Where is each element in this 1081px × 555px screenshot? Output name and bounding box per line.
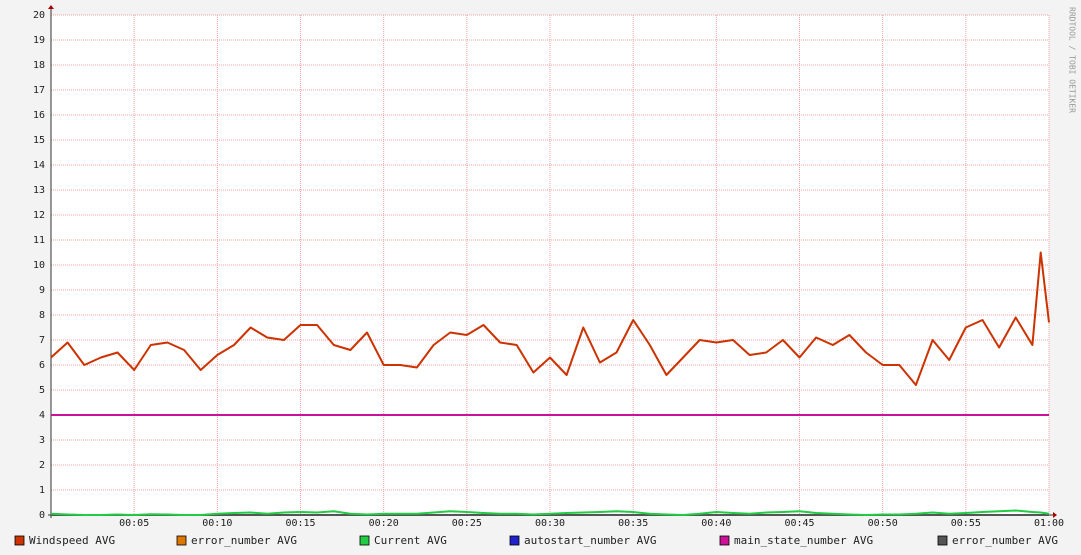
legend-label: error_number AVG [952,534,1058,547]
y-tick-label: 3 [39,435,45,446]
series-line [50,251,1050,386]
x-tick-label: 00:35 [618,518,648,529]
y-tick-label: 13 [33,185,45,196]
legend-label: main_state_number AVG [734,534,873,547]
y-tick-label: 18 [33,60,45,71]
y-tick-label: 20 [33,10,45,21]
x-tick-label: 00:55 [951,518,981,529]
y-tick-label: 2 [39,460,45,471]
x-tick-label: 00:45 [784,518,814,529]
y-tick-label: 12 [33,210,45,221]
legend-swatch [509,535,520,546]
legend-swatch [937,535,948,546]
y-tick-label: 15 [33,135,45,146]
y-tick-label: 17 [33,85,45,96]
axis-arrow [1053,512,1057,518]
x-tick-label: 00:10 [202,518,232,529]
legend-swatch [719,535,730,546]
y-tick-label: 6 [39,360,45,371]
y-tick-label: 8 [39,310,45,321]
axis-arrow [48,5,54,9]
watermark: RRDTOOL / TOBI OETIKER [1068,7,1077,113]
legend-label: autostart_number AVG [524,534,656,547]
x-tick-label: 00:30 [535,518,565,529]
y-tick-label: 0 [39,510,45,521]
y-tick-label: 19 [33,35,45,46]
y-tick-label: 5 [39,385,45,396]
series-line [50,509,1050,516]
x-tick-label: 00:40 [701,518,731,529]
y-tick-label: 16 [33,110,45,121]
legend-label: Windspeed AVG [29,534,115,547]
y-tick-label: 9 [39,285,45,296]
y-tick-label: 1 [39,485,45,496]
y-tick-label: 14 [33,160,45,171]
y-tick-label: 7 [39,335,45,346]
x-tick-label: 00:50 [868,518,898,529]
x-tick-label: 01:00 [1034,518,1064,529]
legend-swatch [176,535,187,546]
y-tick-label: 4 [39,410,45,421]
legend-label: error_number AVG [191,534,297,547]
x-tick-label: 00:05 [119,518,149,529]
legend-swatch [359,535,370,546]
legend: Windspeed AVG error_number AVG Current AVG… [14,534,1058,547]
legend-swatch [14,535,25,546]
y-tick-label: 10 [33,260,45,271]
x-tick-label: 00:15 [285,518,315,529]
y-tick-label: 11 [33,235,45,246]
x-tick-label: 00:20 [369,518,399,529]
x-tick-label: 00:25 [452,518,482,529]
legend-label: Current AVG [374,534,447,547]
